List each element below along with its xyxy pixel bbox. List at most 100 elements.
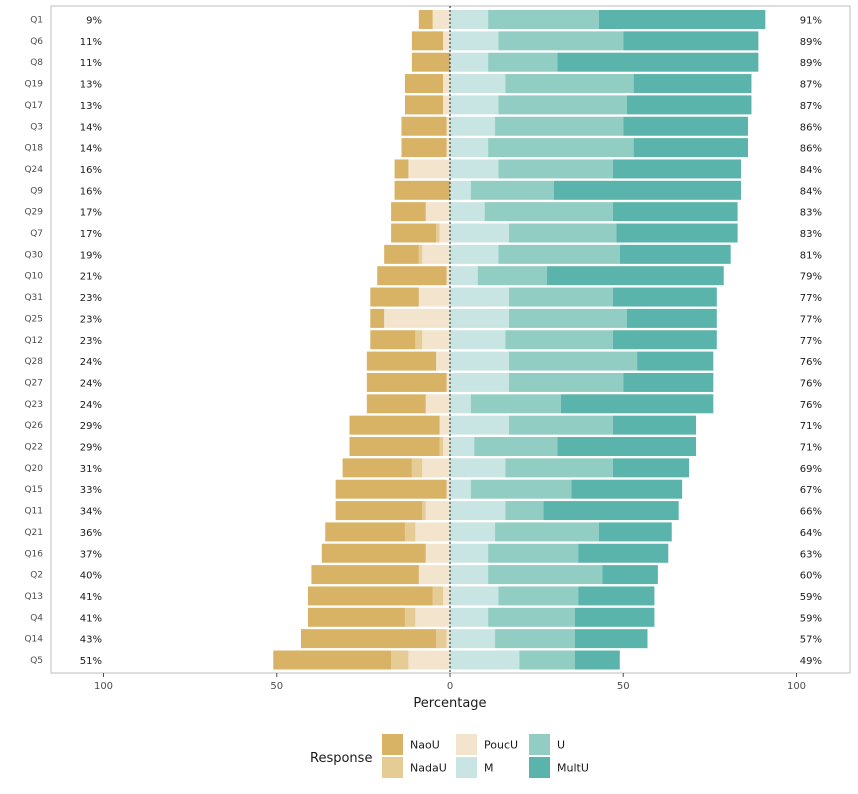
bar-u-q5: [519, 650, 575, 670]
bar-multu-q29: [612, 202, 738, 222]
bar-naou-q4: [307, 607, 405, 627]
left-percent-label: 24%: [80, 400, 102, 411]
bar-m-q13: [450, 586, 499, 606]
bar-multu-q17: [626, 95, 752, 115]
right-percent-label: 64%: [800, 528, 822, 539]
category-label: Q19: [24, 80, 43, 90]
bar-naou-q24: [394, 159, 409, 179]
bar-multu-q21: [598, 522, 672, 542]
legend-swatch-naou: [382, 734, 403, 755]
labels-layer: Q1 9% 91% Q6 11% 89% Q8 11% 89% Q19 13% 87% Q17 13% 87…: [24, 16, 822, 668]
left-percent-label: 17%: [80, 208, 102, 219]
x-tick-label: 0: [447, 681, 453, 692]
bar-multu-q11: [543, 501, 679, 521]
bar-multu-q28: [637, 351, 714, 371]
category-label: Q9: [30, 186, 43, 196]
right-percent-label: 59%: [800, 592, 822, 603]
left-percent-label: 24%: [80, 357, 102, 368]
bar-poucu-q1: [432, 10, 450, 29]
bar-m-q21: [450, 522, 496, 542]
bar-u-q30: [498, 244, 620, 264]
x-tick-label: 100: [787, 681, 806, 692]
plot-panel: Q1 9% 91% Q6 11% 89% Q8 11% 89% Q19 13% 87% Q17 13% 87…: [24, 5, 851, 674]
legend: Response NaoU NadaU PoucU M U MultU: [310, 734, 589, 778]
right-percent-label: 76%: [800, 400, 822, 411]
bar-naou-q12: [370, 330, 416, 350]
right-percent-label: 86%: [800, 122, 822, 133]
bar-multu-q18: [633, 138, 748, 158]
legend-swatch-u: [529, 734, 550, 755]
right-percent-label: 71%: [800, 421, 822, 432]
bar-u-q13: [498, 586, 579, 606]
legend-label-nadau: NadaU: [410, 762, 447, 775]
bar-naou-q20: [342, 458, 412, 478]
bar-naou-q25: [370, 308, 385, 328]
right-percent-label: 59%: [800, 613, 822, 624]
bar-m-q30: [450, 244, 499, 264]
left-percent-label: 31%: [80, 464, 102, 475]
bar-poucu-q10: [446, 266, 450, 286]
category-label: Q5: [30, 656, 43, 666]
bar-naou-q27: [366, 372, 447, 392]
bar-multu-q4: [574, 607, 655, 627]
left-percent-label: 17%: [80, 229, 102, 240]
x-tick-label: 50: [617, 681, 630, 692]
bar-naou-q2: [311, 565, 419, 585]
bar-m-q26: [450, 415, 509, 435]
bar-multu-q27: [623, 372, 714, 392]
bar-u-q18: [488, 138, 634, 158]
bar-poucu-q21: [415, 522, 450, 542]
bar-m-q6: [450, 31, 499, 51]
left-percent-label: 43%: [80, 635, 102, 646]
bar-multu-q26: [612, 415, 697, 435]
bar-multu-q7: [616, 223, 738, 243]
right-percent-label: 87%: [800, 101, 822, 112]
right-percent-label: 76%: [800, 357, 822, 368]
right-percent-label: 77%: [800, 336, 822, 347]
right-percent-label: 63%: [800, 549, 822, 560]
right-percent-label: 49%: [800, 656, 822, 667]
category-label: Q3: [30, 122, 43, 132]
category-label: Q27: [24, 378, 43, 388]
left-percent-label: 29%: [80, 443, 102, 454]
bar-nadau-q4: [404, 607, 416, 627]
category-label: Q23: [24, 400, 43, 410]
bar-naou-q16: [321, 543, 426, 563]
right-percent-label: 83%: [800, 229, 822, 240]
bar-u-q21: [495, 522, 599, 542]
left-percent-label: 29%: [80, 421, 102, 432]
category-label: Q20: [24, 464, 43, 474]
bar-u-q31: [508, 287, 613, 307]
bar-m-q22: [450, 437, 475, 456]
bar-poucu-q3: [446, 116, 450, 136]
bar-poucu-q28: [436, 351, 450, 371]
left-percent-label: 16%: [80, 186, 102, 197]
bar-naou-q6: [411, 31, 444, 51]
left-percent-label: 36%: [80, 528, 102, 539]
bar-poucu-q25: [384, 308, 450, 328]
bar-multu-q31: [612, 287, 717, 307]
right-percent-label: 87%: [800, 80, 822, 91]
bar-multu-q20: [612, 458, 690, 478]
left-percent-label: 13%: [80, 80, 102, 91]
bar-u-q23: [470, 394, 561, 414]
bar-multu-q16: [578, 543, 669, 563]
bar-u-q26: [508, 415, 613, 435]
bar-multu-q22: [557, 437, 697, 456]
bar-m-q27: [450, 372, 509, 392]
bar-poucu-q11: [425, 501, 450, 521]
legend-label-u: U: [557, 739, 565, 752]
left-percent-label: 21%: [80, 272, 102, 283]
legend-label-m: M: [484, 762, 494, 775]
bar-u-q29: [484, 202, 613, 222]
bar-poucu-q18: [446, 138, 450, 158]
bar-poucu-q19: [443, 74, 450, 94]
bar-m-q8: [450, 52, 489, 72]
right-percent-label: 77%: [800, 314, 822, 325]
bar-m-q20: [450, 458, 506, 478]
bar-m-q16: [450, 543, 489, 563]
bar-nadau-q21: [404, 522, 416, 542]
bar-naou-q7: [391, 223, 437, 243]
left-percent-label: 16%: [80, 165, 102, 176]
bar-multu-q23: [560, 394, 714, 414]
